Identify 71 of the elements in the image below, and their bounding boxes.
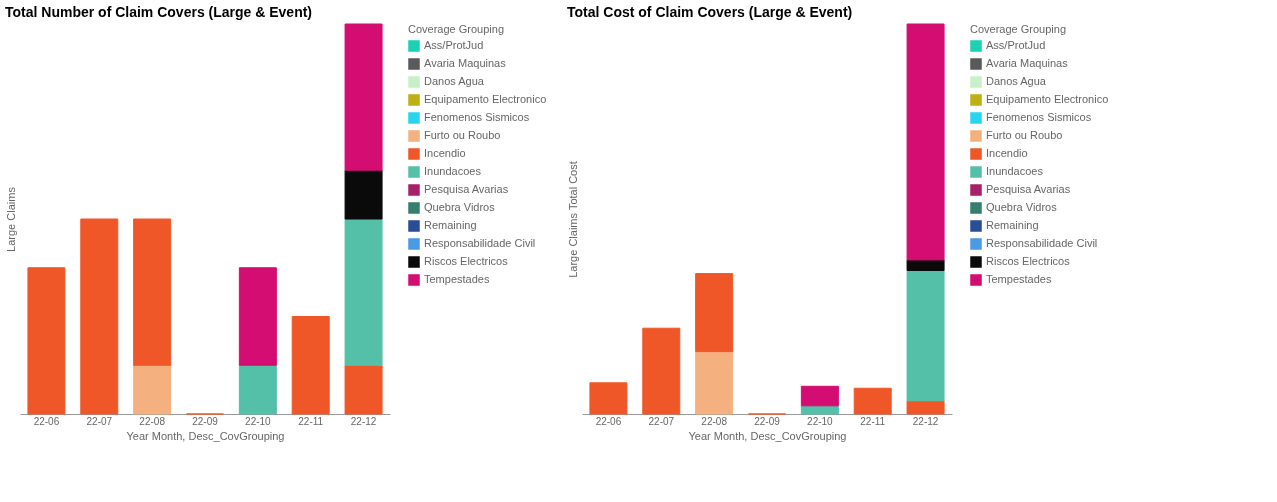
legend-label: Ass/ProtJud — [986, 39, 1046, 51]
bar — [906, 400, 945, 415]
legend-label: Riscos Electricos — [424, 255, 509, 267]
x-tick-label: 22-06 — [33, 415, 60, 427]
bar — [291, 316, 330, 415]
y-axis-title: Large Claims — [4, 186, 17, 252]
legend-label: Danos Agua — [424, 75, 485, 87]
bar — [695, 351, 734, 415]
bar — [695, 273, 734, 353]
legend-label: Responsabilidade Civil — [986, 237, 1098, 249]
x-tick-label: 22-08 — [701, 415, 728, 427]
legend-label: Inundacoes — [986, 165, 1044, 177]
x-tick-label: 22-12 — [912, 415, 939, 427]
bar — [133, 218, 172, 366]
x-tick-label: 22-09 — [754, 415, 781, 427]
legend-label: Furto ou Roubo — [424, 129, 501, 141]
legend-label: Incendio — [424, 147, 466, 159]
bar — [344, 23, 383, 171]
legend-label: Responsabilidade Civil — [424, 237, 536, 249]
x-axis-title: Year Month, Desc_CovGrouping — [688, 429, 847, 442]
legend-label: Furto ou Roubo — [986, 129, 1063, 141]
x-tick-label: 22-06 — [595, 415, 622, 427]
legend-label: Avaria Maquinas — [424, 57, 507, 69]
x-tick-label: 22-07 — [648, 415, 675, 427]
legend-label: Tempestades — [424, 273, 490, 285]
bar — [238, 364, 277, 415]
chart-title: Total Number of Claim Covers (Large & Event) — [5, 3, 313, 20]
legend-label: Pesquisa Avarias — [424, 183, 509, 195]
bar — [133, 364, 172, 415]
x-tick-label: 22-10 — [807, 415, 834, 427]
x-axis-title: Year Month, Desc_CovGrouping — [126, 429, 285, 442]
bar — [642, 327, 681, 415]
bar — [906, 269, 945, 402]
x-tick-label: 22-08 — [139, 415, 166, 427]
legend-label: Ass/ProtJud — [424, 39, 484, 51]
legend-label: Tempestades — [986, 273, 1052, 285]
x-tick-label: 22-09 — [192, 415, 219, 427]
bar — [238, 267, 277, 366]
bar — [800, 405, 839, 415]
bar — [800, 385, 839, 407]
bar — [344, 169, 383, 220]
legend-label: Avaria Maquinas — [986, 57, 1069, 69]
bar — [344, 364, 383, 415]
bar — [589, 382, 628, 415]
bar — [906, 23, 945, 261]
x-tick-label: 22-11 — [860, 415, 886, 427]
x-tick-label: 22-07 — [86, 415, 113, 427]
legend-label: Quebra Vidros — [986, 201, 1058, 213]
legend-label: Equipamento Electronico — [424, 93, 547, 105]
x-tick-label: 22-10 — [245, 415, 272, 427]
legend-label: Inundacoes — [424, 165, 482, 177]
legend-label: Remaining — [986, 219, 1039, 231]
bar — [80, 218, 119, 415]
legend-label: Fenomenos Sismicos — [424, 111, 530, 123]
legend-title: Coverage Grouping — [970, 23, 1067, 35]
x-tick-label: 22-11 — [298, 415, 324, 427]
legend-label: Quebra Vidros — [424, 201, 496, 213]
legend-label: Riscos Electricos — [986, 255, 1071, 267]
legend-label: Remaining — [424, 219, 477, 231]
chart-title: Total Cost of Claim Covers (Large & Event) — [567, 3, 853, 20]
legend-label: Incendio — [986, 147, 1028, 159]
legend-label: Fenomenos Sismicos — [986, 111, 1092, 123]
legend-label: Equipamento Electronico — [986, 93, 1109, 105]
bar — [27, 267, 66, 415]
legend-label: Pesquisa Avarias — [986, 183, 1071, 195]
legend-label: Danos Agua — [986, 75, 1047, 87]
x-tick-label: 22-12 — [350, 415, 377, 427]
y-axis-title: Large Claims Total Cost — [566, 161, 579, 278]
bar — [344, 218, 383, 366]
bar — [853, 387, 892, 415]
legend-title: Coverage Grouping — [408, 23, 505, 35]
